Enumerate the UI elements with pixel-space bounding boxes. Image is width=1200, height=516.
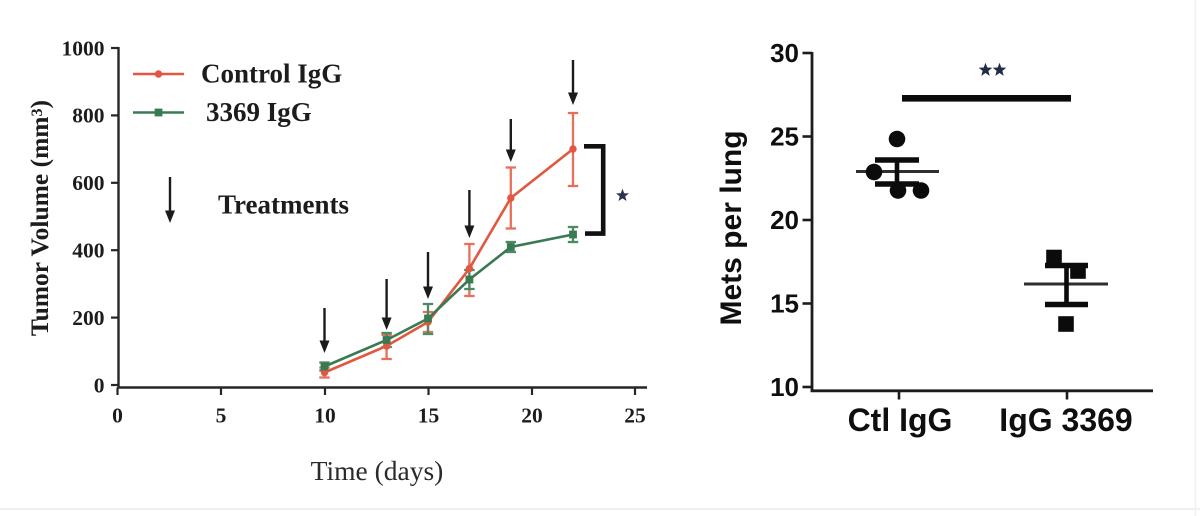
svg-text:25: 25	[770, 121, 799, 151]
svg-text:Tumor Volume (mm3): Tumor Volume (mm3)	[25, 100, 54, 336]
svg-text:Treatments: Treatments	[218, 190, 349, 220]
svg-text:0: 0	[112, 404, 123, 428]
svg-text:20: 20	[521, 404, 543, 428]
svg-text:15: 15	[418, 404, 440, 428]
svg-text:10: 10	[770, 372, 799, 402]
svg-text:Time (days): Time (days)	[311, 455, 444, 486]
svg-text:1000: 1000	[62, 36, 105, 60]
svg-text:10: 10	[314, 404, 336, 428]
svg-text:800: 800	[72, 104, 104, 128]
svg-text:Control IgG: Control IgG	[201, 59, 342, 89]
svg-text:0: 0	[94, 373, 105, 397]
svg-text:15: 15	[770, 288, 799, 318]
svg-text:IgG 3369: IgG 3369	[999, 402, 1132, 438]
svg-text:400: 400	[72, 239, 104, 263]
svg-text:25: 25	[624, 404, 646, 428]
svg-text:Mets per lung: Mets per lung	[715, 130, 748, 325]
svg-text:3369 IgG: 3369 IgG	[206, 97, 312, 127]
svg-text:20: 20	[770, 205, 799, 235]
svg-text:200: 200	[72, 306, 104, 330]
svg-text:30: 30	[770, 38, 799, 68]
svg-text:Ctl IgG: Ctl IgG	[848, 402, 953, 438]
svg-text:5: 5	[216, 404, 227, 428]
svg-text:600: 600	[72, 171, 104, 195]
